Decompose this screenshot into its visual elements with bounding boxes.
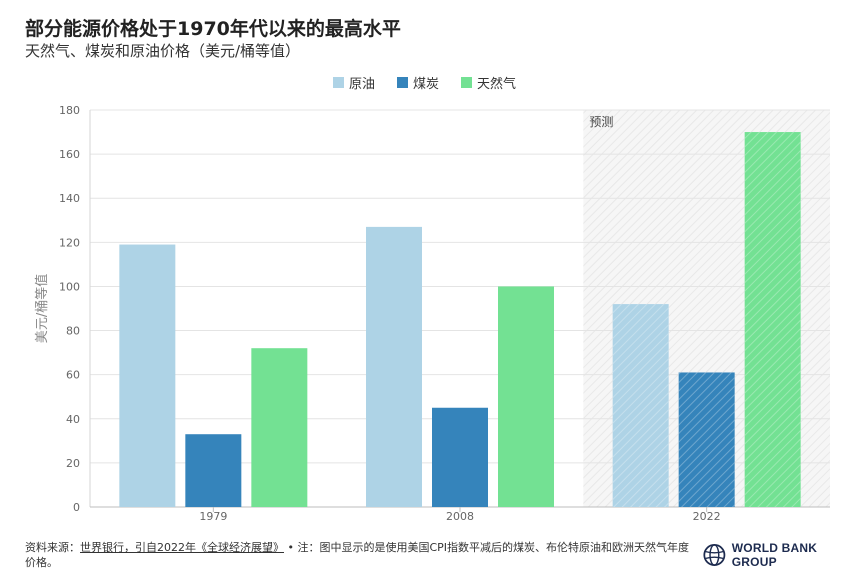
bar-hatch-煤炭-2022: [678, 372, 735, 507]
bar-天然气-2008[interactable]: [498, 286, 554, 507]
y-tick-label: 60: [66, 369, 80, 382]
chart-title: 部分能源价格处于1970年代以来的最高水平: [25, 18, 401, 40]
legend-item-natural-gas[interactable]: 天然气: [461, 73, 516, 92]
legend-label-crude-oil: 原油: [348, 77, 375, 92]
legend-item-coal[interactable]: 煤炭: [396, 73, 439, 92]
bar-煤炭-2008[interactable]: [432, 407, 488, 507]
legend-swatch-natural-gas: [461, 77, 472, 88]
y-tick-label: 100: [59, 280, 80, 293]
bar-天然气-1979[interactable]: [251, 348, 308, 507]
source-link[interactable]: 世界银行，引自2022年《全球经济展望》: [80, 541, 284, 554]
legend-label-coal: 煤炭: [412, 77, 439, 92]
y-tick-label: 0: [73, 501, 80, 514]
x-tick-label: 1979: [199, 510, 227, 523]
bar-hatch-原油-2022: [612, 304, 669, 507]
y-tick-label: 80: [66, 325, 80, 338]
legend-label-natural-gas: 天然气: [477, 77, 517, 92]
bar-hatch-天然气-2022: [744, 132, 801, 508]
bar-煤炭-1979[interactable]: [185, 434, 242, 507]
bar-原油-1979[interactable]: [119, 244, 176, 508]
y-tick-label: 120: [59, 236, 80, 249]
legend: 原油 煤炭 天然气: [0, 73, 849, 92]
y-axis-label: 美元/桶等值: [34, 274, 50, 343]
legend-item-crude-oil[interactable]: 原油: [332, 73, 375, 92]
y-tick-label: 160: [59, 148, 80, 161]
logo-text: WORLD BANK GROUP: [731, 541, 818, 569]
chart-subtitle: 天然气、煤炭和原油价格（美元/桶等值）: [25, 42, 301, 60]
y-tick-label: 20: [66, 457, 80, 470]
forecast-label: 预测: [589, 115, 613, 129]
legend-swatch-crude-oil: [332, 77, 344, 88]
source-note: 资料来源：世界银行，引自2022年《全球经济展望》 • 注：图中显示的是使用美国…: [25, 540, 695, 570]
y-tick-label: 180: [59, 104, 80, 117]
y-tick-label: 140: [59, 192, 80, 205]
source-note-text: • 注：图中显示的是使用美国CPI指数平减后的煤炭、布伦特原油和欧洲天然气年度价…: [25, 541, 690, 569]
bar-原油-2008[interactable]: [366, 226, 422, 507]
legend-swatch-coal: [396, 77, 408, 88]
x-tick-label: 2022: [693, 510, 721, 523]
source-prefix: 资料来源：: [25, 541, 80, 554]
x-tick-label: 2008: [446, 510, 474, 523]
globe-icon: [703, 544, 726, 566]
world-bank-logo[interactable]: WORLD BANK GROUP: [703, 541, 849, 569]
y-tick-label: 40: [66, 413, 80, 426]
